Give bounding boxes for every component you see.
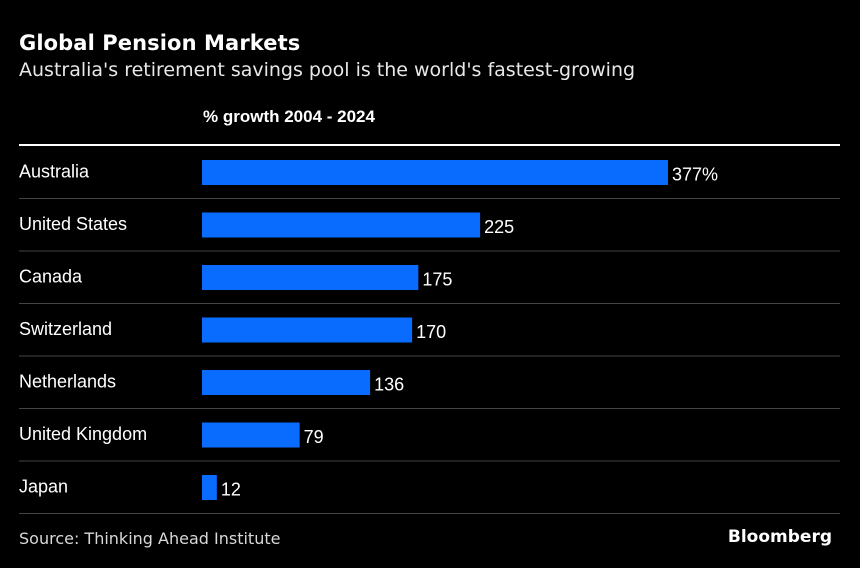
bar: [202, 370, 371, 395]
bar: [202, 265, 419, 290]
chart-subtitle: Australia's retirement savings pool is t…: [19, 59, 636, 81]
bloomberg-logo: Bloomberg: [727, 527, 832, 547]
bar: [202, 475, 217, 500]
category-label: Canada: [19, 266, 83, 286]
value-label: 79: [304, 427, 324, 447]
value-label: 136: [374, 374, 404, 394]
column-header: % growth 2004 - 2024: [203, 107, 375, 126]
value-label: 225: [484, 217, 514, 237]
source-note: Source: Thinking Ahead Institute: [19, 529, 281, 548]
bar: [202, 160, 668, 185]
category-label: Netherlands: [19, 371, 116, 391]
value-label: 377%: [672, 164, 718, 184]
category-label: Australia: [19, 161, 90, 181]
bar: [202, 212, 481, 238]
value-label: 12: [221, 479, 241, 499]
chart-title: Global Pension Markets: [19, 31, 301, 55]
category-label: United States: [19, 214, 127, 234]
bar: [202, 317, 413, 343]
value-label: 175: [422, 269, 452, 289]
category-label: Switzerland: [19, 319, 112, 339]
category-label: United Kingdom: [19, 424, 147, 444]
value-label: 170: [416, 322, 446, 342]
bar: [202, 422, 300, 448]
category-label: Japan: [19, 476, 68, 496]
